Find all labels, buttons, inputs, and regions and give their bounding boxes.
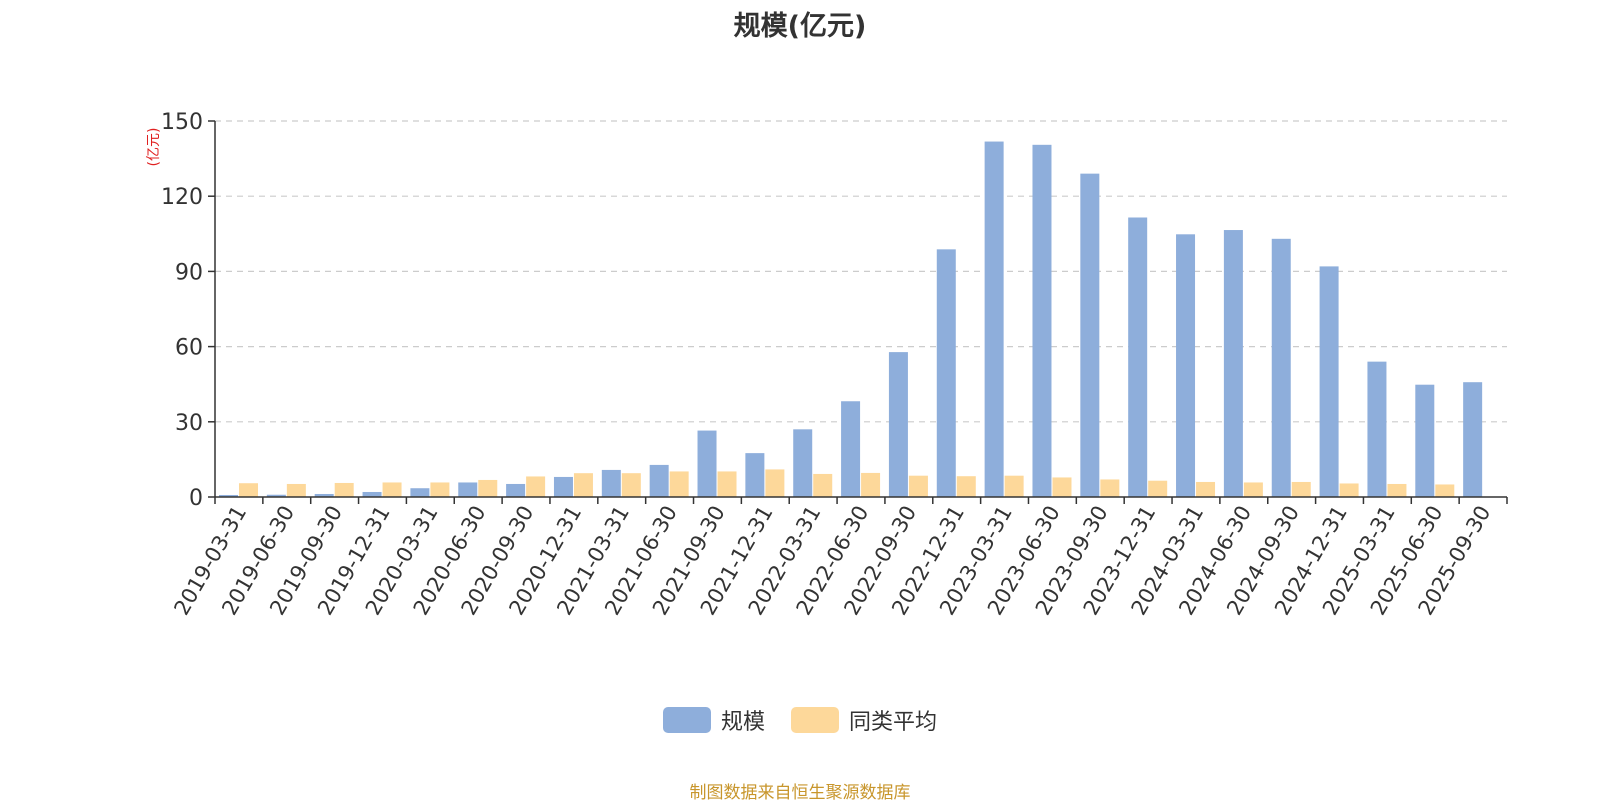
bar-peer-average[interactable] <box>765 469 785 497</box>
bar-scale[interactable] <box>410 488 430 497</box>
bar-scale[interactable] <box>1176 234 1196 497</box>
bar-peer-average[interactable] <box>1148 480 1168 497</box>
bar-scale[interactable] <box>1223 230 1243 498</box>
bar-peer-average[interactable] <box>861 472 881 497</box>
legend-label-peer-average: 同类平均 <box>849 710 938 735</box>
bar-scale[interactable] <box>1080 173 1100 497</box>
bar-peer-average[interactable] <box>430 482 450 497</box>
bar-scale[interactable] <box>888 352 908 497</box>
y-axis-label: (亿元) <box>146 128 162 167</box>
bar-scale[interactable] <box>1271 238 1291 497</box>
legend-item-scale[interactable]: 规模 <box>662 704 765 736</box>
source-note: 制图数据来自恒生聚源数据库 <box>689 783 911 803</box>
bar-scale[interactable] <box>1128 217 1148 498</box>
bar-peer-average[interactable] <box>669 471 689 497</box>
bar-peer-average[interactable] <box>1052 477 1072 497</box>
bar-scale[interactable] <box>601 469 621 497</box>
bar-peer-average[interactable] <box>526 476 546 497</box>
bar-peer-average[interactable] <box>239 483 258 497</box>
bar-scale[interactable] <box>745 453 765 497</box>
bar-peer-average[interactable] <box>813 473 833 497</box>
bar-peer-average[interactable] <box>1004 475 1024 497</box>
bar-scale[interactable] <box>1367 361 1387 497</box>
bar-scale[interactable] <box>936 249 956 497</box>
bar-scale[interactable] <box>506 483 526 497</box>
bar-peer-average[interactable] <box>573 473 593 497</box>
y-tick-label: 30 <box>175 411 203 436</box>
bar-peer-average[interactable] <box>1291 481 1311 497</box>
y-tick-label: 0 <box>189 486 203 511</box>
legend-swatch-scale <box>662 707 711 733</box>
bar-scale[interactable] <box>697 430 717 497</box>
bar-peer-average[interactable] <box>1196 481 1216 497</box>
bar-scale[interactable] <box>1415 384 1435 497</box>
legend-label-scale: 规模 <box>720 710 765 735</box>
bar-scale[interactable] <box>1319 266 1339 497</box>
bar-scale[interactable] <box>1463 382 1483 497</box>
bar-scale[interactable] <box>841 401 861 497</box>
bar-scale[interactable] <box>1032 144 1052 497</box>
axes: 03060901201502019-03-312019-06-302019-09… <box>161 110 1508 619</box>
legend-swatch-peer-average <box>791 707 839 733</box>
y-tick-label: 90 <box>175 260 203 285</box>
bar-scale[interactable] <box>314 493 334 497</box>
chart-title: 规模(亿元) <box>733 11 867 42</box>
bar-peer-average[interactable] <box>1243 482 1263 497</box>
y-tick-label: 150 <box>161 110 203 135</box>
bar-scale[interactable] <box>649 464 669 497</box>
bar-peer-average[interactable] <box>382 482 402 497</box>
y-tick-label: 60 <box>175 336 203 361</box>
bar-scale[interactable] <box>553 476 573 497</box>
legend: 规模 同类平均 <box>0 704 1600 736</box>
bar-scale[interactable] <box>458 482 478 497</box>
bar-scale[interactable] <box>362 491 382 497</box>
bar-peer-average[interactable] <box>1387 483 1407 497</box>
bar-peer-average[interactable] <box>1339 483 1359 497</box>
bar-scale[interactable] <box>266 494 286 497</box>
legend-item-peer-average[interactable]: 同类平均 <box>791 704 937 736</box>
bar-peer-average[interactable] <box>717 471 737 497</box>
bars <box>219 141 1483 498</box>
bar-scale[interactable] <box>984 141 1004 497</box>
bar-peer-average[interactable] <box>1100 479 1120 497</box>
bar-peer-average[interactable] <box>286 483 306 497</box>
grid-lines <box>215 120 1507 423</box>
bar-peer-average[interactable] <box>908 475 928 497</box>
bar-peer-average[interactable] <box>1435 484 1455 497</box>
bar-peer-average[interactable] <box>334 482 354 497</box>
bar-peer-average[interactable] <box>956 476 976 497</box>
y-tick-label: 120 <box>161 185 203 210</box>
bar-scale[interactable] <box>219 494 238 497</box>
bar-peer-average[interactable] <box>621 473 641 497</box>
bar-scale[interactable] <box>793 429 813 497</box>
bar-peer-average[interactable] <box>478 479 498 497</box>
